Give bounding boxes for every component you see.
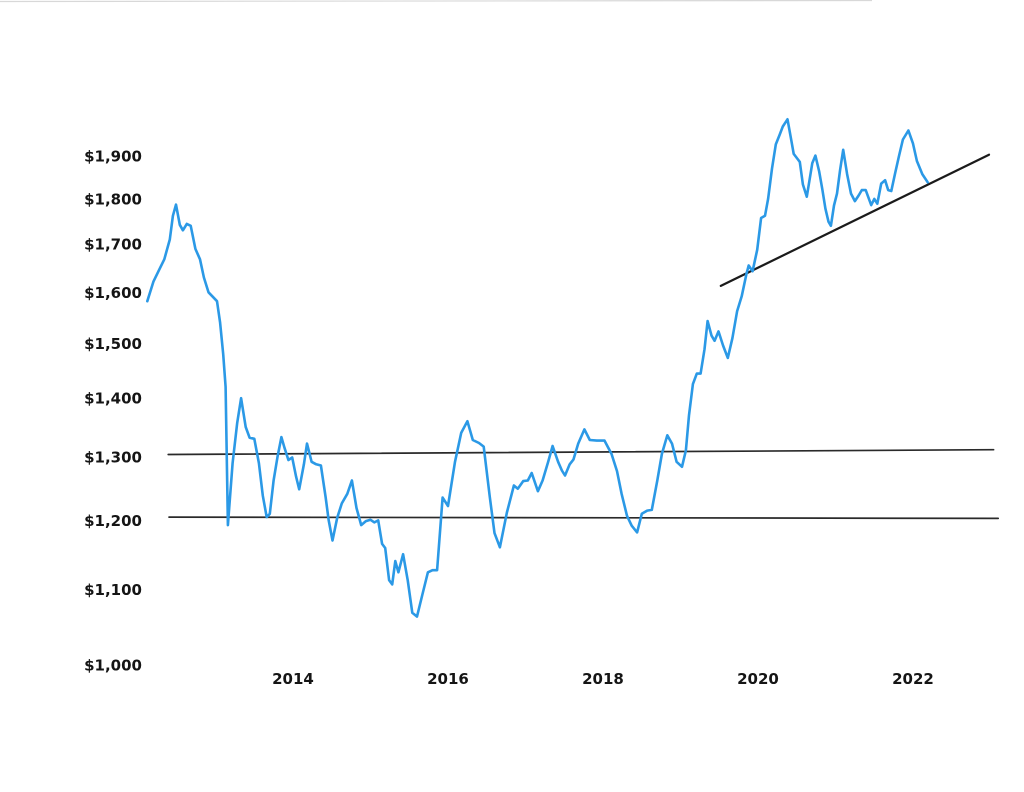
x-axis-tick-label: 2016 <box>427 670 469 688</box>
scan-artifact-line <box>0 0 873 3</box>
support-line-1200 <box>168 516 1000 520</box>
y-axis-tick-label: $1,800 <box>84 190 142 208</box>
x-axis-tick-label: 2014 <box>272 670 314 688</box>
ascending-trendline <box>719 153 991 287</box>
y-axis-tick-label: $1,400 <box>84 390 142 408</box>
y-axis-tick-label: $1,700 <box>84 236 142 254</box>
y-axis-tick-label: $1,100 <box>84 581 142 599</box>
price-line <box>146 118 929 618</box>
x-axis-tick-label: 2018 <box>582 670 624 688</box>
y-axis-tick-label: $1,500 <box>84 335 142 353</box>
x-axis-tick-label: 2020 <box>737 670 779 688</box>
y-axis-tick-label: $1,200 <box>84 512 142 530</box>
y-axis-tick-label: $1,000 <box>84 657 142 675</box>
resistance-line-1305 <box>167 448 995 456</box>
x-axis-tick-label: 2022 <box>892 670 934 688</box>
y-axis-tick-label: $1,900 <box>84 148 142 166</box>
y-axis-tick-label: $1,600 <box>84 284 142 302</box>
y-axis-tick-label: $1,300 <box>84 448 142 466</box>
